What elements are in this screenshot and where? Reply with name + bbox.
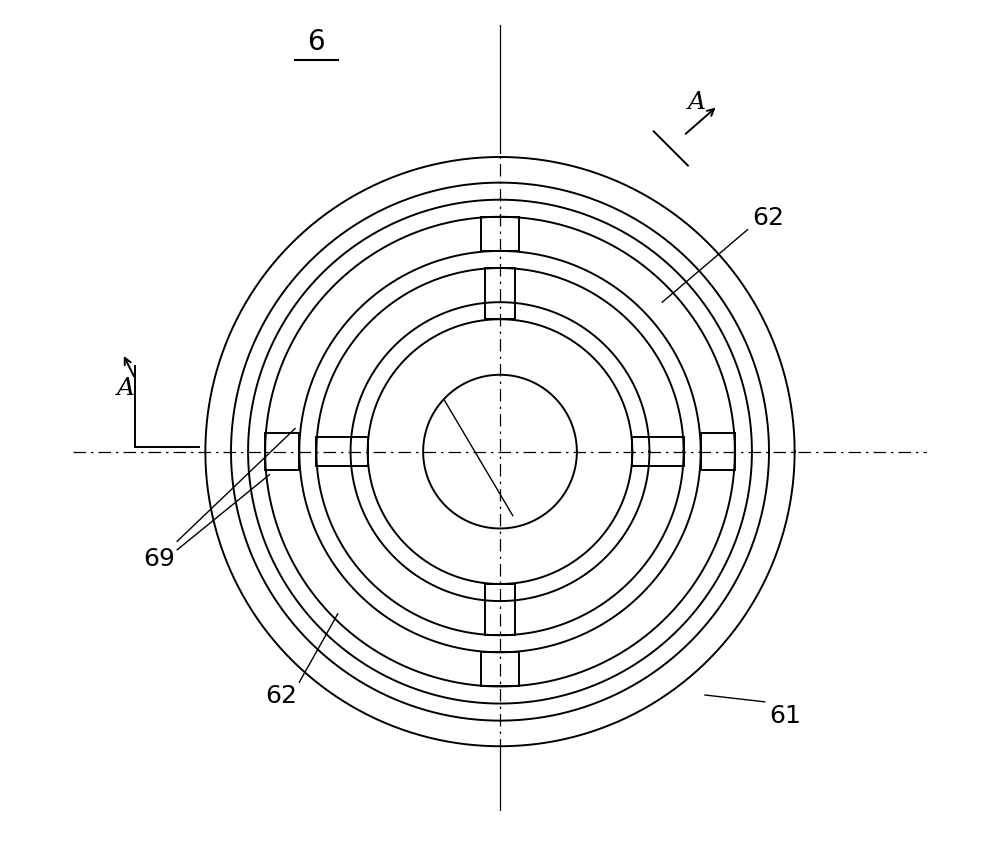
Text: 69: 69 xyxy=(143,547,175,571)
Text: A: A xyxy=(687,91,705,113)
Text: 62: 62 xyxy=(752,206,784,229)
Text: A: A xyxy=(117,377,135,399)
Text: 61: 61 xyxy=(769,703,801,727)
Text: 6: 6 xyxy=(308,27,325,55)
Text: 62: 62 xyxy=(265,683,297,707)
